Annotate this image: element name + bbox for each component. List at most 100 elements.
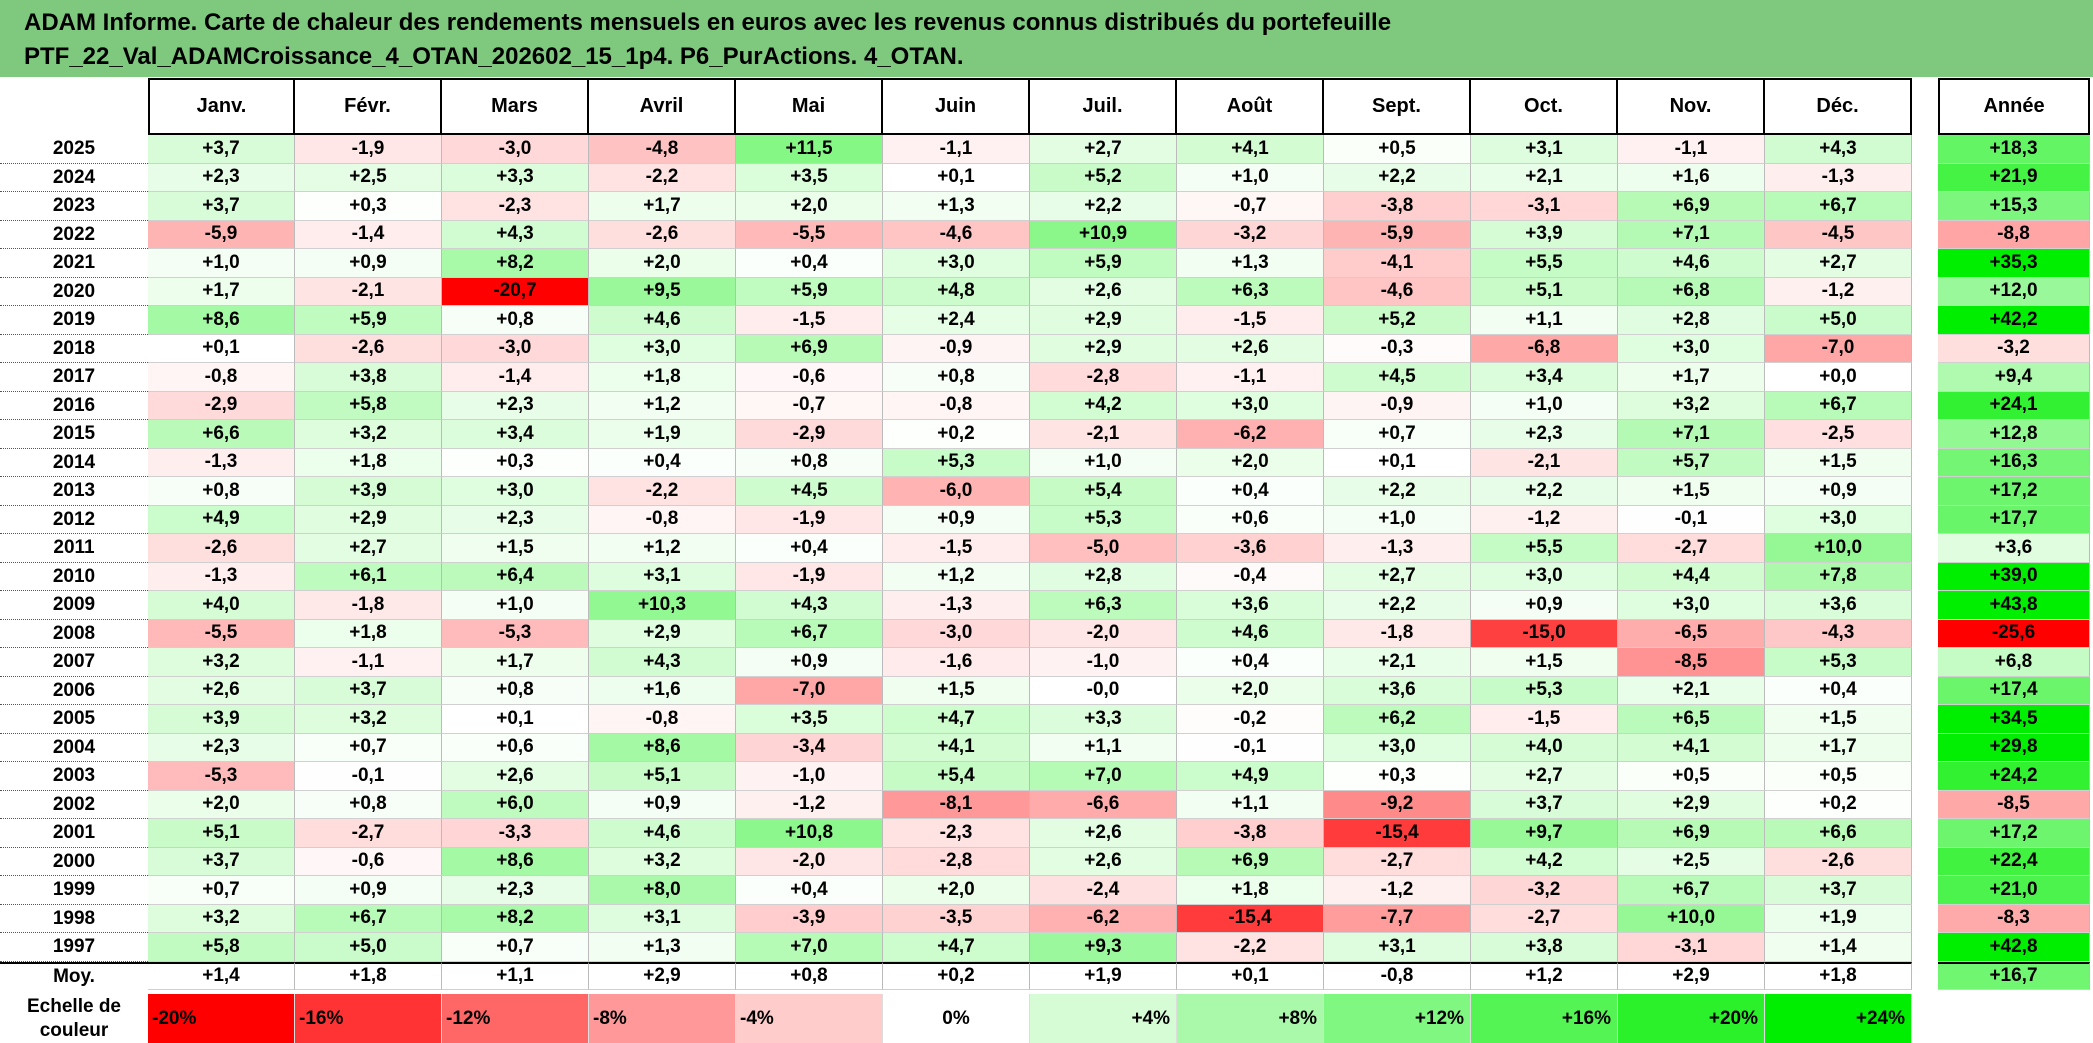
- heatmap-cell: +2,4: [883, 306, 1030, 335]
- row-separator: [0, 333, 148, 335]
- row-separator: [0, 561, 148, 563]
- annual-cell: +22,4: [1938, 847, 2090, 876]
- heatmap-cell: +1,1: [1030, 733, 1177, 762]
- year-label: 2014: [52, 451, 96, 473]
- heatmap-cell: +4,6: [589, 306, 736, 335]
- month-header: Mars: [442, 78, 589, 135]
- annual-cell: +18,3: [1938, 135, 2090, 164]
- heatmap-cell: -7,0: [1765, 334, 1912, 363]
- heatmap-cell: -0,1: [295, 762, 442, 791]
- average-cell: +0,1: [1177, 961, 1324, 990]
- heatmap-cell: +1,8: [589, 363, 736, 392]
- heatmap-cell: -2,1: [295, 277, 442, 306]
- row-separator: [0, 704, 148, 705]
- heatmap-cell: +1,0: [1324, 505, 1471, 534]
- heatmap-cell: +3,0: [1471, 562, 1618, 591]
- heatmap-cell: +5,1: [1471, 277, 1618, 306]
- heatmap-cell: +3,7: [148, 192, 295, 221]
- year-label: 2000: [52, 850, 96, 872]
- heatmap-cell: -1,2: [736, 790, 883, 819]
- heatmap-cell: +0,4: [736, 249, 883, 278]
- heatmap-cell: +3,7: [1765, 876, 1912, 905]
- heatmap-cell: +0,8: [148, 477, 295, 506]
- heatmap-cell: +6,9: [1618, 819, 1765, 848]
- heatmap-cell: +0,6: [442, 733, 589, 762]
- heatmap-cell: +1,7: [148, 277, 295, 306]
- legend-swatch: +12%: [1324, 994, 1471, 1043]
- heatmap-cell: -2,3: [442, 192, 589, 221]
- heatmap-cell: +3,6: [1177, 591, 1324, 620]
- heatmap-cell: +0,4: [736, 534, 883, 563]
- year-label: 2008: [52, 622, 96, 644]
- heatmap-cell: -1,2: [1471, 505, 1618, 534]
- heatmap-cell: -0,8: [589, 705, 736, 734]
- heatmap-cell: -6,6: [1030, 790, 1177, 819]
- heatmap-cell: -0,8: [883, 391, 1030, 420]
- heatmap-cell: +10,8: [736, 819, 883, 848]
- average-cell: +1,4: [148, 961, 295, 990]
- heatmap-cell: -1,5: [736, 306, 883, 335]
- heatmap-cell: +3,7: [295, 676, 442, 705]
- heatmap-cell: +3,0: [442, 477, 589, 506]
- heatmap-cell: -1,9: [736, 562, 883, 591]
- heatmap-cell: +2,9: [1030, 334, 1177, 363]
- heatmap-cell: +7,1: [1618, 420, 1765, 449]
- heatmap-cell: -0,9: [883, 334, 1030, 363]
- legend-swatch: +4%: [1030, 994, 1177, 1043]
- heatmap-cell: +5,3: [883, 448, 1030, 477]
- heatmap-cell: +2,3: [148, 163, 295, 192]
- row-separator: [0, 618, 148, 620]
- heatmap-cell: +6,7: [1618, 876, 1765, 905]
- year-label: 1998: [52, 907, 96, 929]
- year-label: 2002: [52, 793, 96, 815]
- heatmap-cell: +0,8: [295, 790, 442, 819]
- heatmap-cell: +3,4: [442, 420, 589, 449]
- average-cell: +2,9: [1618, 961, 1765, 990]
- heatmap-cell: +1,0: [1177, 163, 1324, 192]
- heatmap-cell: +8,2: [442, 904, 589, 933]
- heatmap-cell: -2,7: [295, 819, 442, 848]
- heatmap-cell: +3,0: [1177, 391, 1324, 420]
- heatmap-cell: +3,7: [148, 135, 295, 164]
- annual-cell: +17,4: [1938, 676, 2090, 705]
- heatmap-cell: +10,3: [589, 591, 736, 620]
- heatmap-cell: +0,8: [883, 363, 1030, 392]
- heatmap-cell: +1,0: [442, 591, 589, 620]
- legend-swatch: -20%: [148, 994, 295, 1043]
- heatmap-cell: -3,0: [442, 334, 589, 363]
- heatmap-cell: +1,7: [1618, 363, 1765, 392]
- heatmap-cell: -0,9: [1324, 391, 1471, 420]
- annual-cell: -8,3: [1938, 904, 2090, 933]
- heatmap-cell: +4,9: [148, 505, 295, 534]
- annual-cell: +42,2: [1938, 306, 2090, 335]
- heatmap-cell: -1,3: [883, 591, 1030, 620]
- heatmap-cell: +0,9: [883, 505, 1030, 534]
- heatmap-cell: +9,5: [589, 277, 736, 306]
- heatmap-cell: +2,2: [1471, 477, 1618, 506]
- heatmap-cell: +3,0: [1324, 733, 1471, 762]
- average-cell: +1,8: [1765, 961, 1912, 990]
- heatmap-cell: +0,8: [736, 448, 883, 477]
- heatmap-cell: -2,6: [148, 534, 295, 563]
- heatmap-cell: +6,0: [442, 790, 589, 819]
- heatmap-cell: +4,6: [1618, 249, 1765, 278]
- heatmap-cell: -2,1: [1030, 420, 1177, 449]
- heatmap-cell: +5,9: [1030, 249, 1177, 278]
- heatmap-cell: +6,3: [1177, 277, 1324, 306]
- row-separator: [0, 789, 148, 791]
- heatmap-cell: -4,1: [1324, 249, 1471, 278]
- row-separator: [0, 476, 148, 477]
- month-header: Avril: [589, 78, 736, 135]
- heatmap-cell: +5,5: [1471, 534, 1618, 563]
- heatmap-cell: +1,0: [1471, 391, 1618, 420]
- heatmap-cell: -1,2: [1324, 876, 1471, 905]
- heatmap-cell: -2,9: [148, 391, 295, 420]
- heatmap-cell: +3,2: [295, 705, 442, 734]
- heatmap-cell: -2,7: [1618, 534, 1765, 563]
- heatmap-cell: +1,5: [442, 534, 589, 563]
- heatmap-cell: +4,3: [736, 591, 883, 620]
- row-separator: [0, 960, 148, 962]
- heatmap-cell: +2,7: [1030, 135, 1177, 164]
- heatmap-cell: +3,0: [589, 334, 736, 363]
